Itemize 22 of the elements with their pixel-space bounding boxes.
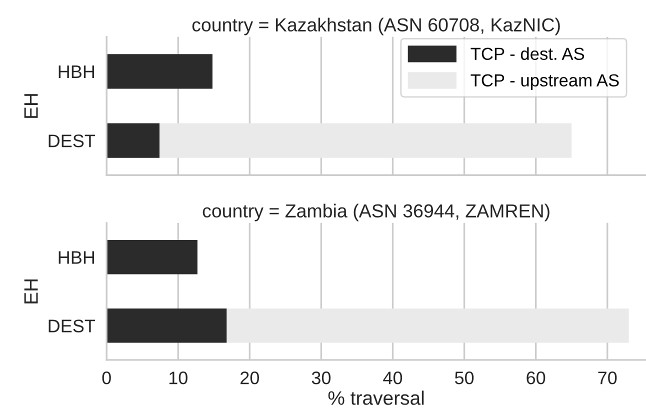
x-tick-label: 70 — [598, 372, 617, 384]
legend-label: TCP - dest. AS — [470, 47, 584, 60]
y-axis-title: EH — [24, 94, 38, 118]
x-tick-label: 0 — [102, 372, 111, 384]
x-tick-label: 40 — [383, 372, 402, 384]
y-tick-label: HBH — [58, 251, 94, 264]
x-tick-label: 10 — [169, 372, 188, 384]
chart-title: country = Kazakhstan (ASN 60708, KazNIC) — [192, 18, 560, 36]
x-tick-label: 60 — [526, 372, 546, 384]
legend-label: TCP - upstream AS — [470, 74, 619, 90]
y-tick-label: DEST — [48, 320, 96, 332]
y-axis-title: EH — [24, 279, 38, 304]
x-tick-label: 50 — [454, 372, 474, 384]
y-tick-label: HBH — [58, 66, 94, 78]
bar — [106, 308, 227, 343]
y-tick-label: DEST — [48, 134, 96, 148]
x-tick-label: 30 — [312, 372, 331, 384]
x-axis-title: % traversal — [328, 390, 424, 405]
bar — [106, 240, 198, 274]
bar — [226, 308, 629, 343]
chart-title: country = Zambia (ASN 36944, ZAMREN) — [202, 204, 550, 222]
x-tick-label: 20 — [240, 372, 260, 384]
